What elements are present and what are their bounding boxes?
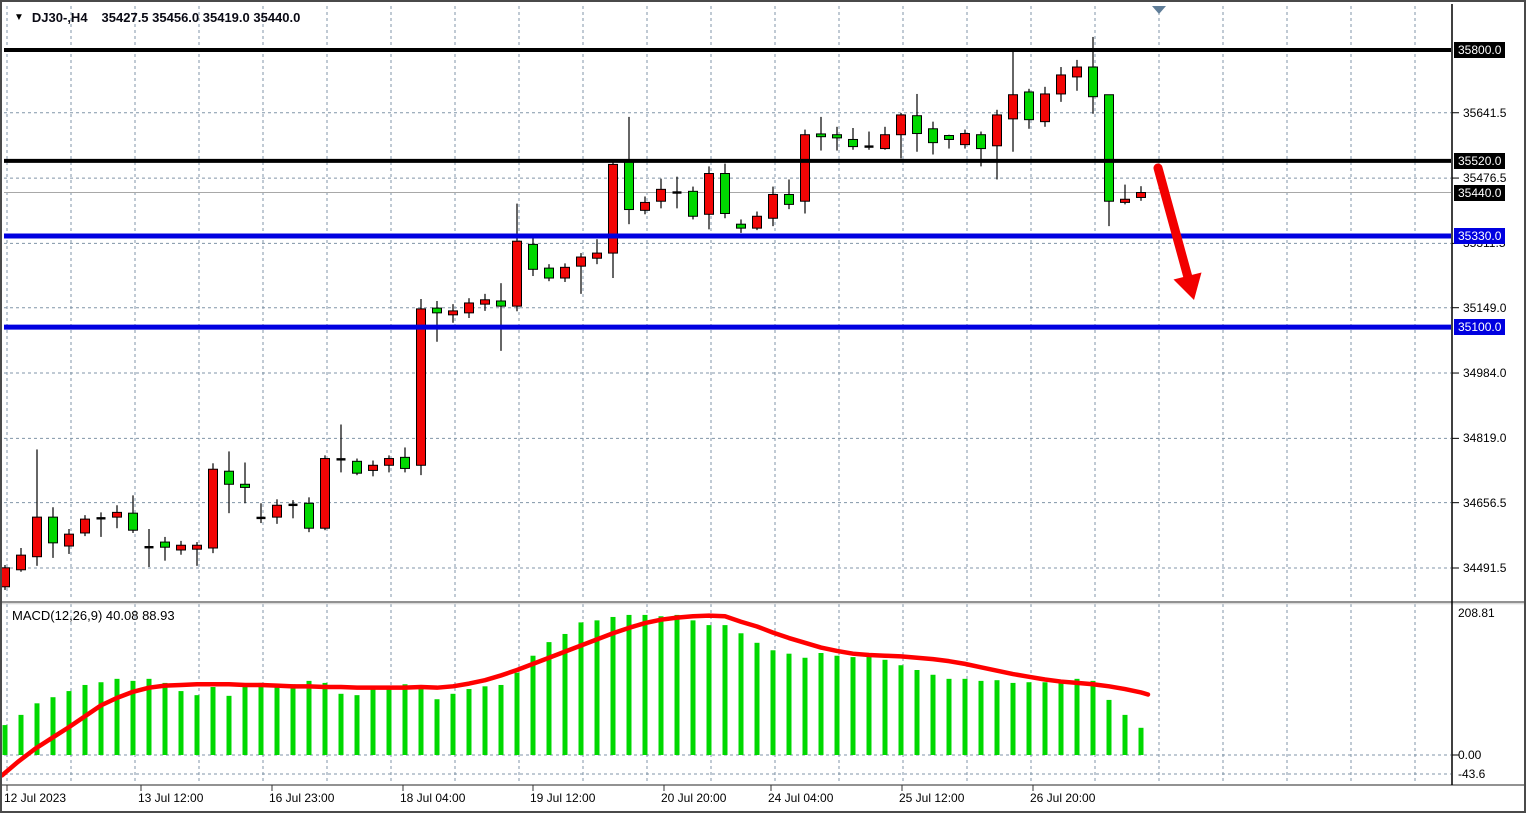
macd-signal-line (2, 613, 1151, 778)
panel-borders (2, 4, 1524, 791)
grid-lines (4, 6, 1451, 784)
candles (2, 36, 1146, 590)
macd-histogram (2, 614, 1144, 755)
current-bar-marker-icon (1152, 6, 1166, 14)
trend-arrow[interactable] (1153, 163, 1202, 300)
